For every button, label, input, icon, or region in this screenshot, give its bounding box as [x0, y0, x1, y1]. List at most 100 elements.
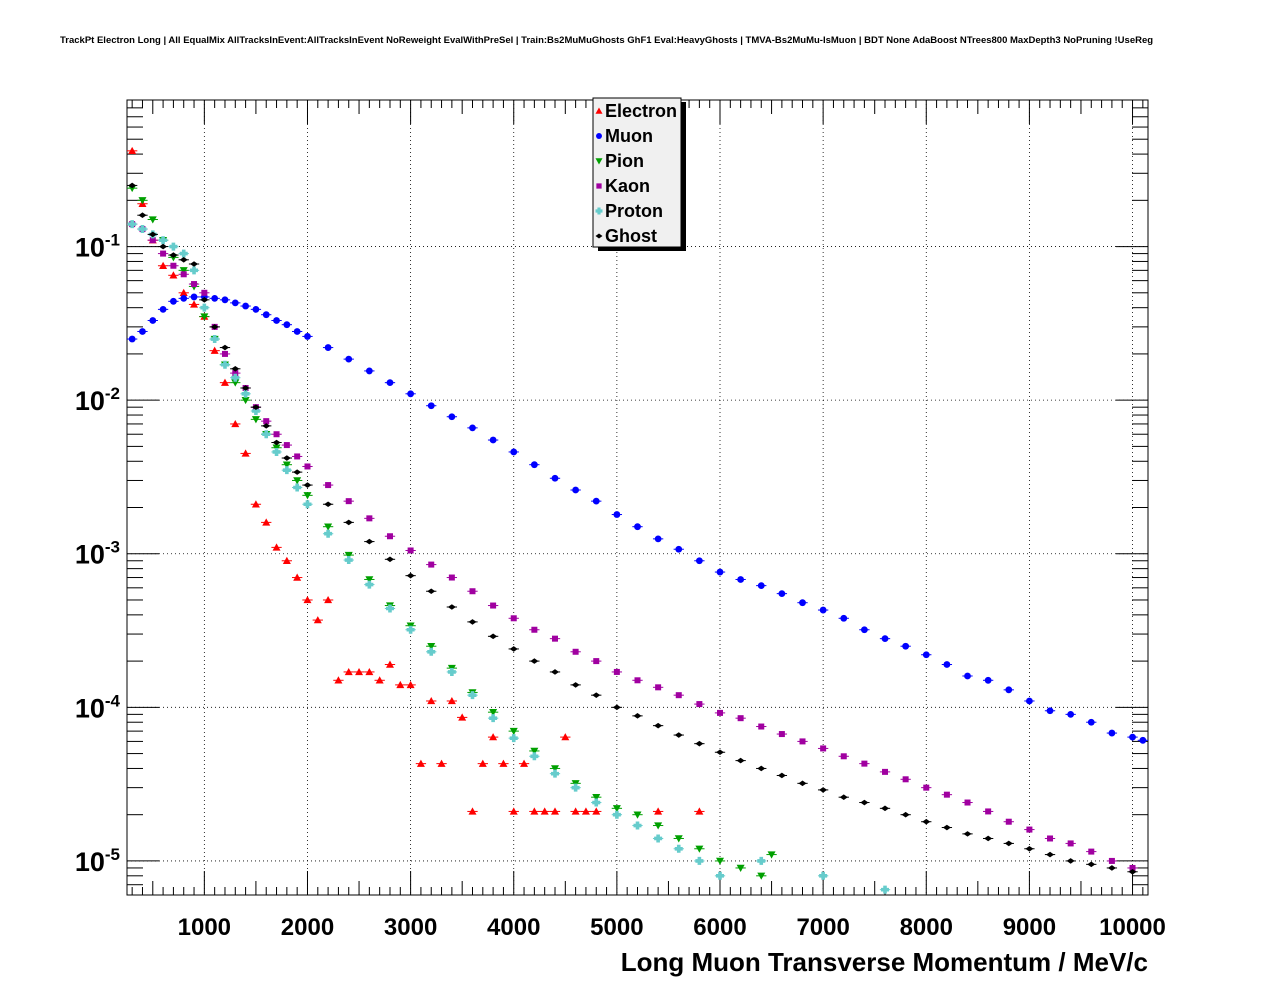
data-point	[1066, 858, 1075, 864]
data-point	[593, 658, 600, 665]
data-point	[509, 646, 518, 652]
data-point	[221, 296, 229, 304]
data-point	[861, 760, 868, 767]
data-point	[448, 574, 455, 581]
x-tick-labels: 1000 2000 3000 4000 5000 6000 7000 8000 9000 1000…	[178, 914, 1166, 941]
data-point	[571, 807, 580, 815]
data-point	[428, 561, 435, 568]
legend-box	[592, 97, 682, 248]
data-point	[509, 807, 518, 815]
data-point	[139, 328, 146, 335]
data-point	[530, 752, 539, 761]
data-point	[634, 523, 641, 531]
data-point	[778, 731, 785, 738]
x-tick-label: 8000	[900, 914, 953, 941]
data-point	[943, 661, 951, 668]
data-point	[447, 696, 456, 705]
legend-entries: Electron Muon Pion Kaon Proton Ghost	[595, 101, 677, 246]
data-point	[148, 216, 157, 224]
x-tick-label: 4000	[487, 914, 540, 941]
data-point	[655, 684, 662, 691]
data-point	[799, 599, 806, 607]
data-point	[881, 885, 890, 894]
data-point	[757, 856, 766, 865]
data-point	[530, 807, 539, 815]
data-point	[272, 543, 281, 551]
data-point	[1129, 733, 1136, 741]
data-point	[1087, 861, 1096, 868]
data-point	[757, 765, 766, 772]
data-point	[510, 615, 517, 622]
data-point	[550, 807, 559, 815]
data-point	[365, 580, 374, 589]
data-point	[211, 294, 219, 302]
data-point	[251, 404, 260, 410]
data-point	[180, 294, 188, 302]
data-point	[180, 271, 187, 278]
data-point	[530, 658, 539, 664]
data-point	[531, 626, 538, 633]
data-point	[551, 635, 558, 642]
data-point	[282, 461, 291, 469]
data-point	[220, 344, 229, 351]
data-point	[170, 297, 177, 305]
data-point	[231, 366, 240, 372]
data-point	[695, 845, 704, 853]
data-point	[179, 267, 188, 275]
data-point	[231, 373, 240, 382]
data-point	[406, 625, 415, 634]
x-tick-label: 6000	[693, 914, 746, 941]
data-point	[272, 439, 281, 446]
data-point	[241, 385, 250, 391]
data-point	[386, 379, 394, 387]
data-point	[396, 680, 405, 689]
data-point	[633, 821, 642, 830]
data-point	[798, 780, 807, 787]
data-point	[385, 604, 394, 613]
y-tick-base: 10	[75, 693, 105, 723]
data-point	[386, 533, 393, 540]
data-point	[468, 619, 477, 625]
data-point	[251, 500, 260, 508]
data-point	[468, 807, 477, 815]
data-point	[345, 355, 353, 363]
data-point	[1025, 697, 1033, 705]
y-tick-exponent: -2	[105, 384, 120, 403]
data-point	[550, 765, 559, 773]
data-point	[674, 835, 683, 843]
data-point	[468, 691, 477, 700]
data-point	[840, 753, 847, 760]
data-point	[571, 682, 580, 688]
y-tick-label: 10-1	[75, 231, 120, 263]
data-point	[984, 835, 993, 842]
data-point	[366, 515, 373, 522]
data-point	[200, 303, 209, 312]
legend-marker	[595, 107, 603, 114]
x-tick-label: 3000	[384, 914, 437, 941]
data-point	[344, 667, 353, 676]
data-point	[313, 616, 322, 624]
data-point	[499, 759, 508, 767]
data-point	[262, 518, 271, 526]
x-tick-label: 7000	[796, 914, 849, 941]
data-point	[427, 643, 436, 651]
data-point	[324, 523, 333, 531]
data-point	[716, 568, 724, 576]
data-point	[758, 723, 765, 730]
data-point	[128, 335, 136, 343]
data-point	[293, 483, 302, 492]
data-point	[159, 305, 167, 313]
data-point	[231, 419, 240, 428]
series-proton	[127, 220, 891, 894]
data-point	[1005, 818, 1012, 825]
data-point	[902, 776, 909, 783]
data-point	[458, 713, 467, 721]
data-point	[149, 317, 157, 324]
data-point	[509, 727, 518, 736]
data-point	[1067, 840, 1074, 847]
data-point	[406, 572, 415, 579]
data-point	[138, 212, 147, 219]
data-point	[220, 360, 229, 369]
data-point	[128, 220, 137, 229]
data-point	[675, 692, 682, 699]
